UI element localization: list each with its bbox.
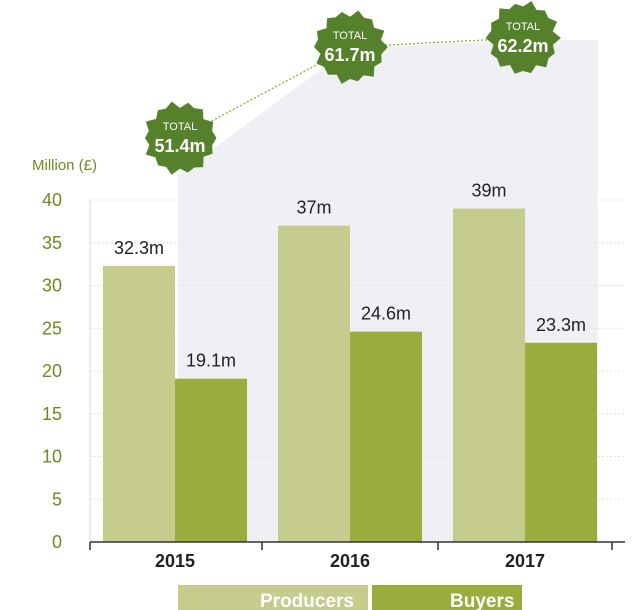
y-tick-label: 0 xyxy=(52,532,62,552)
total-badge-value: 61.7m xyxy=(324,45,375,65)
total-badge-caption: TOTAL xyxy=(506,21,540,33)
legend: Producers Buyers xyxy=(178,585,522,610)
bar-producers-2016 xyxy=(278,225,350,542)
legend-label: Buyers xyxy=(450,591,514,610)
x-tick-label: 2016 xyxy=(330,551,370,571)
data-label: 23.3m xyxy=(536,315,586,335)
y-tick-label: 15 xyxy=(42,404,62,424)
legend-label: Producers xyxy=(260,591,354,610)
y-tick-label: 5 xyxy=(52,489,62,509)
y-tick-label: 35 xyxy=(42,233,62,253)
data-label: 37m xyxy=(296,198,331,218)
bars xyxy=(103,208,597,543)
y-tick-label: 25 xyxy=(42,318,62,338)
legend-item-producers: Producers xyxy=(178,585,368,610)
total-badge-2016: TOTAL 61.7m xyxy=(314,10,388,84)
y-tick-label: 40 xyxy=(42,190,62,210)
total-badge-2015: TOTAL 51.4m xyxy=(145,101,217,175)
bar-buyers-2015 xyxy=(175,378,247,542)
data-label: 19.1m xyxy=(186,351,236,371)
y-axis-label: Million (£) xyxy=(32,157,97,174)
total-badge-2017: TOTAL 62.2m xyxy=(485,1,561,74)
bar-buyers-2017 xyxy=(525,342,597,542)
total-badge-shape xyxy=(314,10,388,84)
bar-buyers-2016 xyxy=(350,331,422,542)
x-tick-label: 2015 xyxy=(155,551,195,571)
y-tick-label: 30 xyxy=(42,276,62,296)
total-badge-caption: TOTAL xyxy=(333,30,367,42)
y-tick-label: 10 xyxy=(42,447,62,467)
total-badge-caption: TOTAL xyxy=(163,121,197,133)
total-badge-value: 62.2m xyxy=(497,36,548,56)
x-axis: 2015 2016 2017 xyxy=(89,541,625,571)
data-label: 24.6m xyxy=(361,304,411,324)
total-badge-shape xyxy=(145,101,217,175)
x-tick-label: 2017 xyxy=(505,551,545,571)
total-badge-shape xyxy=(485,1,561,74)
legend-swatch xyxy=(178,585,368,610)
legend-item-buyers: Buyers xyxy=(372,585,522,610)
legend-swatch xyxy=(372,585,522,610)
data-labels: 32.3m 37m 39m 19.1m 24.6m 23.3m xyxy=(114,181,586,371)
total-badges: TOTAL 51.4m TOTAL 61.7m TOTAL 62.2m xyxy=(145,1,561,175)
data-label: 39m xyxy=(471,181,506,201)
data-label: 32.3m xyxy=(114,238,164,258)
total-badge-value: 51.4m xyxy=(154,136,205,156)
bar-producers-2015 xyxy=(103,265,175,542)
y-tick-label: 20 xyxy=(42,361,62,381)
bar-producers-2017 xyxy=(453,208,525,543)
